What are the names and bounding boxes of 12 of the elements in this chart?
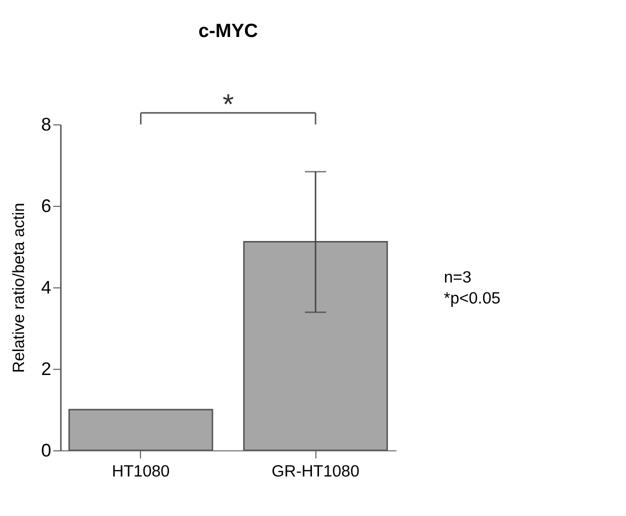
y-axis-title: Relative ratio/beta actin [10,202,28,373]
text: n=3 [444,268,472,286]
x-tick-label: GR-HT1080 [272,462,360,481]
y-tick-label: 6 [41,196,52,216]
text: * [222,88,234,121]
x-tick-label: HT1080 [112,462,170,481]
text: *p<0.05 [444,289,500,308]
y-tick-label: 2 [41,359,52,380]
y-tick-label: 4 [41,278,52,298]
y-tick-label: 8 [41,114,52,135]
chart-title: c-MYC [198,21,258,42]
y-tick-label: 0 [41,440,52,461]
